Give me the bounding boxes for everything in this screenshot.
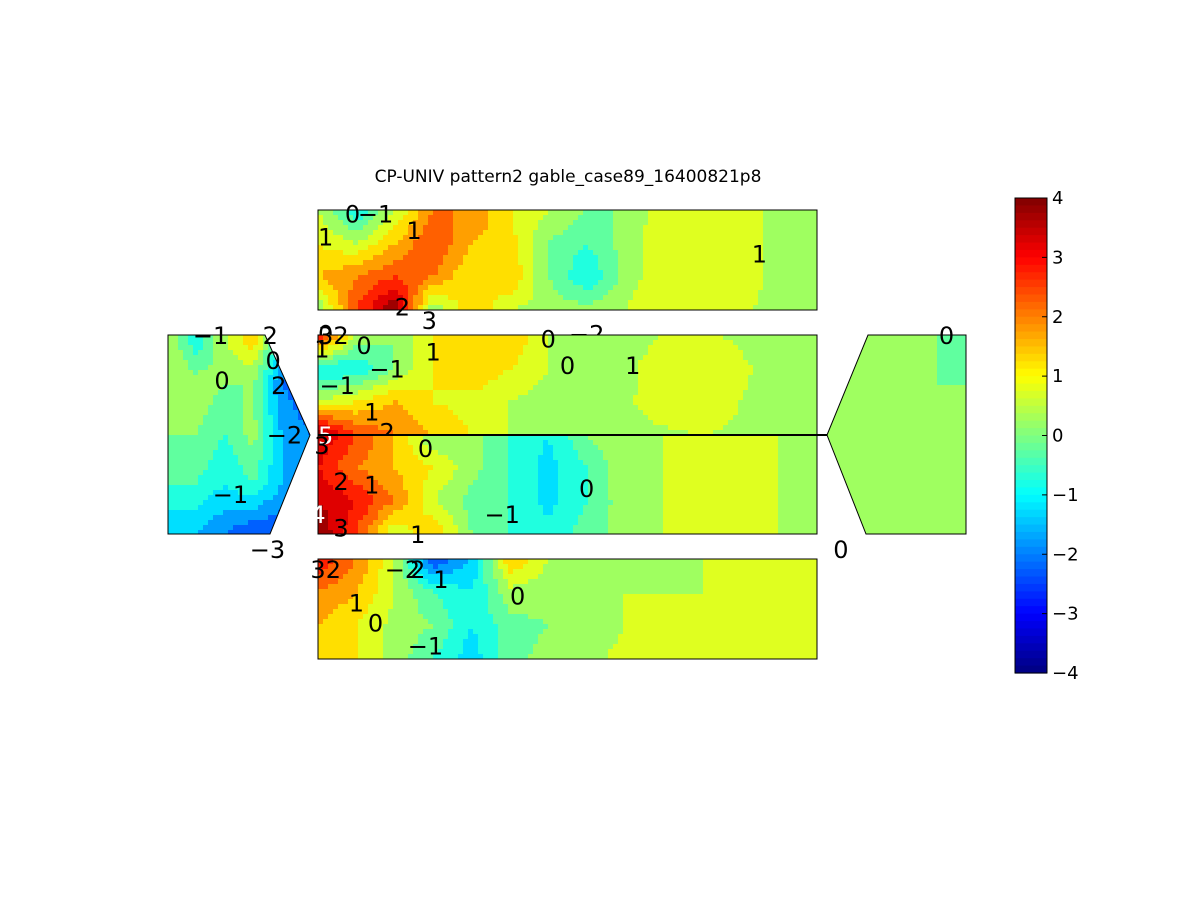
contour-label: 1 (364, 399, 379, 427)
face-gable-right: 00 (826, 322, 967, 564)
contour-label: 2 (326, 556, 341, 584)
contour-label: 3 (318, 322, 333, 350)
contour-label: 2 (410, 556, 425, 584)
contour-label: 0 (579, 475, 594, 503)
contour-label: 1 (318, 224, 333, 252)
contour-label: 1 (426, 339, 441, 367)
contour-label: 0 (356, 332, 371, 360)
contour-label: −1 (408, 633, 443, 661)
contour-label: 0 (939, 322, 954, 350)
colorbar-tick-label: 1 (1052, 366, 1063, 387)
colorbar: 4 3 2 1 0 −1 −2 −3 −4 (1014, 188, 1079, 684)
contour-label: −1 (319, 372, 354, 400)
contour-label: 0 (345, 200, 360, 228)
contour-label: 1 (625, 352, 640, 380)
contour-label: −1 (193, 322, 228, 350)
contour-label: 4 (310, 501, 325, 529)
contour-label: −2 (385, 556, 420, 584)
contour-label: 0 (368, 609, 383, 637)
colorbar-tick-label: −3 (1052, 604, 1079, 625)
contour-label: 0 (214, 367, 229, 395)
colorbar-tick-label: 3 (1052, 247, 1063, 268)
contour-label: −1 (358, 200, 393, 228)
contour-label: −1 (485, 501, 520, 529)
contour-label: 2 (263, 322, 278, 350)
contour-label: 0 (510, 583, 525, 611)
contour-label: 1 (364, 472, 379, 500)
colorbar-tick-label: −4 (1052, 663, 1079, 684)
contour-label: 0 (418, 435, 433, 463)
chart-title: CP-UNIV pattern2 gable_case89_16400821p8 (375, 167, 762, 187)
contour-label: 0 (541, 325, 556, 353)
colorbar-tick-label: 2 (1052, 307, 1063, 328)
colorbar-tick-label: −1 (1052, 485, 1079, 506)
contour-label: 2 (395, 294, 410, 322)
colorbar-tick-label: 0 (1052, 426, 1063, 447)
contour-label: 0 (833, 536, 848, 564)
contour-label: 1 (752, 240, 767, 268)
contour-label: −3 (250, 536, 285, 564)
contour-label: 1 (349, 589, 364, 617)
contour-label: 1 (406, 217, 421, 245)
contour-label: 1 (433, 566, 448, 594)
contour-label: 3 (422, 307, 437, 335)
contour-label: 0 (560, 352, 575, 380)
colorbar-tick-label: 4 (1052, 188, 1063, 209)
contour-label: 1 (410, 521, 425, 549)
contour-label: 0 (265, 347, 280, 375)
face-wall-upper: 3 21 0−1−11 00 112 (314, 322, 818, 447)
contour-label: 2 (271, 372, 286, 400)
contour-label: 1 (314, 335, 329, 363)
contour-label: −1 (213, 481, 248, 509)
contour-label: 3 (333, 514, 348, 542)
colorbar-tick-label: −2 (1052, 544, 1079, 565)
contour-label: −2 (267, 422, 302, 450)
contour-label: 3 (314, 432, 329, 460)
contour-label: 2 (333, 322, 348, 350)
contour-label: 2 (333, 468, 348, 496)
contour-label: −1 (369, 355, 404, 383)
contour-label: 3 (310, 556, 325, 584)
